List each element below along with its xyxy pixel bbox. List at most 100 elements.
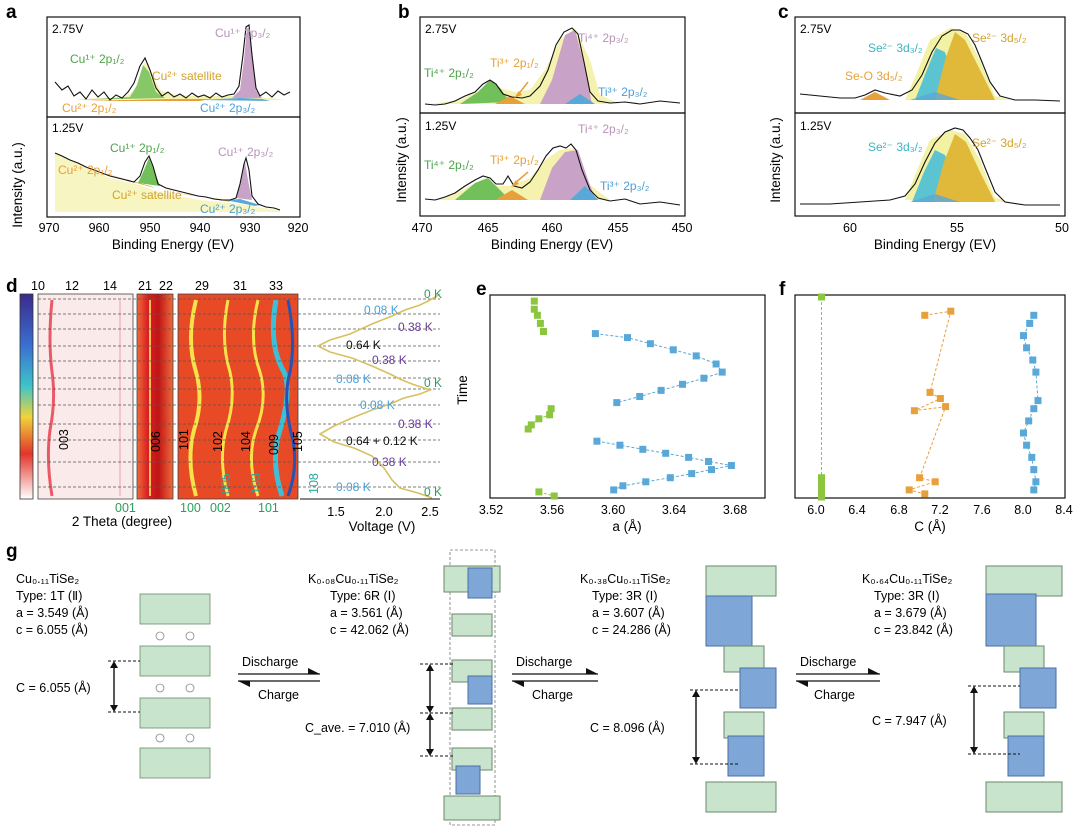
panel-d-toptick-14: 14 — [103, 279, 117, 293]
panel-f-point-green-0 — [818, 293, 825, 301]
conversion-1: Discharge Charge — [238, 655, 320, 702]
panel-d-peak-103: 103 — [249, 473, 263, 494]
panel-b-xtick-450: 450 — [672, 221, 693, 235]
panel-e-point-phase2-10 — [636, 393, 644, 400]
panel-f-point-orange-6 — [916, 474, 924, 482]
panel-c-bot-voltage: 1.25V — [800, 119, 831, 133]
panel-e-point-phase1-3 — [536, 319, 544, 327]
structure-4-c: c = 23.842 (Å) — [874, 622, 953, 637]
structure-1-a: a = 3.549 (Å) — [16, 605, 89, 620]
structure-1-atom-6 — [185, 733, 195, 743]
panel-d-region-3 — [177, 293, 299, 500]
panel-d-peak-105: 105 — [291, 431, 305, 452]
structure-1-atom-3 — [155, 683, 165, 693]
structure-2-cell — [449, 549, 496, 826]
panel-e-frame — [489, 294, 766, 499]
panel-a-bot-spectrum — [54, 152, 281, 211]
structure-2: K₀.₀₈Cu₀.₁₁TiSe₂ Type: 6R (Ⅰ) a = 3.561 … — [305, 549, 501, 826]
panel-f-point-green-5 — [818, 493, 825, 501]
panel-a-bot-label-cu2-satellite: Cu²⁺ satellite — [112, 188, 182, 202]
panel-f-point-blue-12 — [1030, 466, 1038, 474]
panel-e-point-phase2-4 — [692, 352, 700, 360]
panel-d-toptick-22: 22 — [159, 279, 173, 293]
panel-d-peak-006: 006 — [149, 431, 163, 452]
panel-d-k-008-b: 0.08 K — [336, 372, 371, 386]
panel-d-top-ticks: 10 12 14 21 22 29 31 33 — [31, 279, 283, 293]
panel-c-ylabel: Intensity (a.u.) — [768, 117, 783, 203]
panel-e-point-phase1-2 — [533, 311, 541, 319]
panel-f-point-blue-0 — [1030, 311, 1038, 319]
panel-f-point-blue-7 — [1030, 405, 1038, 413]
structure-2-k-2 — [467, 675, 493, 705]
panel-f-point-green-1 — [818, 474, 825, 482]
panel-a-bot-label-cu1-2p32: Cu¹⁺ 2p₃/₂ — [218, 145, 274, 159]
conversion-3-discharge: Discharge — [800, 655, 856, 669]
structure-3-layer-1 — [705, 565, 777, 597]
panel-b-top-ti3-2p32 — [565, 94, 595, 104]
structure-2-formula: K₀.₀₈Cu₀.₁₁TiSe₂ — [308, 572, 399, 586]
panel-c-xtick-55: 55 — [950, 221, 964, 235]
panel-letter-a: a — [6, 2, 17, 23]
panel-f-point-blue-3 — [1023, 344, 1031, 352]
panel-e-point-phase2-7 — [700, 374, 708, 382]
structure-2-k-1 — [467, 567, 493, 599]
panel-c-top-label-se-3d32: Se²⁻ 3d₃/₂ — [868, 41, 923, 55]
panel-e-point-phase5-1 — [550, 492, 558, 500]
panel-d-102-trace — [220, 299, 234, 497]
panel-a-bot-cu2-2p32-peak — [225, 199, 260, 206]
panel-b-top-voltage: 2.75V — [425, 22, 456, 36]
panel-d-toptick-21: 21 — [138, 279, 152, 293]
panel-f-marks — [818, 293, 1042, 501]
structure-3-c: c = 24.286 (Å) — [592, 622, 671, 637]
panel-d-peak-104: 104 — [239, 431, 253, 452]
panel-d-k-008-d: 0.08 K — [336, 480, 371, 494]
panel-a-xtick-960: 960 — [89, 221, 110, 235]
panel-b-bottom-frame — [419, 112, 686, 217]
structure-4-spacing-arrowheads — [970, 686, 978, 754]
structure-2-layer-6 — [443, 795, 501, 821]
panel-a-bot-cu1-2p12-peak — [138, 158, 160, 186]
panel-e-point-phase5-0 — [535, 488, 543, 496]
panel-f-xtick-6: 8.4 — [1055, 503, 1072, 517]
structure-1-formula: Cu₀.₁₁TiSe₂ — [16, 572, 79, 586]
panel-c-bot-label-se-3d32: Se²⁻ 3d₃/₂ — [868, 140, 923, 154]
panel-a-xticks: 970 960 950 940 930 920 — [39, 221, 309, 235]
panel-b-bot-ti4-2p12 — [455, 178, 510, 200]
panel-d-toptick-10: 10 — [31, 279, 45, 293]
panel-c: c Intensity (a.u.) 2.75V 1.25V Se²⁻ 3d₃/… — [768, 2, 1069, 252]
panel-b-top-label-ti4-2p32: Ti⁴⁺ 2p₃/₂ — [578, 31, 629, 45]
structure-4-spacing: C = 7.947 (Å) — [872, 713, 947, 728]
panel-a-top-cu1-2p32-peak — [232, 28, 262, 98]
panel-f-frame — [794, 294, 1066, 499]
panel-d: d 10 — [6, 276, 442, 534]
panel-a-top-voltage: 2.75V — [52, 22, 83, 36]
panel-d-colorbar — [19, 293, 34, 500]
structure-3-layer-3 — [723, 711, 765, 739]
panel-d-k-038-c: 0.38 K — [398, 417, 433, 431]
panel-f-point-blue-6 — [1034, 397, 1042, 405]
panel-d-vtick-1-5: 1.5 — [327, 505, 344, 519]
panel-d-toptick-29: 29 — [195, 279, 209, 293]
structure-3: K₀.₃₈Cu₀.₁₁TiSe₂ Type: 3R (Ⅰ) a = 3.607 … — [580, 565, 777, 813]
panel-e-marks — [524, 297, 735, 500]
structure-1-atom-2 — [185, 631, 195, 641]
conversion-3-forward-head — [868, 668, 880, 674]
panel-c-top-base — [910, 92, 960, 100]
panel-d-voltage-xlabel: Voltage (V) — [349, 519, 416, 534]
structure-3-k-2 — [739, 667, 777, 709]
panel-e-point-phase2-1 — [624, 334, 631, 342]
panel-f-point-green-2 — [818, 480, 825, 488]
panel-b-xtick-470: 470 — [412, 221, 433, 235]
panel-b: b Intensity (a.u.) 2.75V 1.25V Ti⁴⁺ 2p₁/… — [394, 2, 692, 252]
panel-d-peak-005: 005 — [219, 473, 233, 494]
panel-a-xtick-940: 940 — [190, 221, 211, 235]
structure-3-formula: K₀.₃₈Cu₀.₁₁TiSe₂ — [580, 572, 671, 586]
structure-2-k-3 — [455, 765, 481, 795]
structure-2-spacing: C_ave. = 7.010 (Å) — [305, 720, 410, 735]
panel-f-point-blue-11 — [1028, 453, 1036, 461]
panel-b-bot-label-ti4-2p12: Ti⁴⁺ 2p₁/₂ — [424, 158, 474, 172]
panel-e-point-phase1-1 — [530, 305, 538, 313]
panel-e-xlabel: a (Å) — [612, 519, 641, 534]
panel-b-top-ti3-2p12 — [495, 96, 525, 104]
